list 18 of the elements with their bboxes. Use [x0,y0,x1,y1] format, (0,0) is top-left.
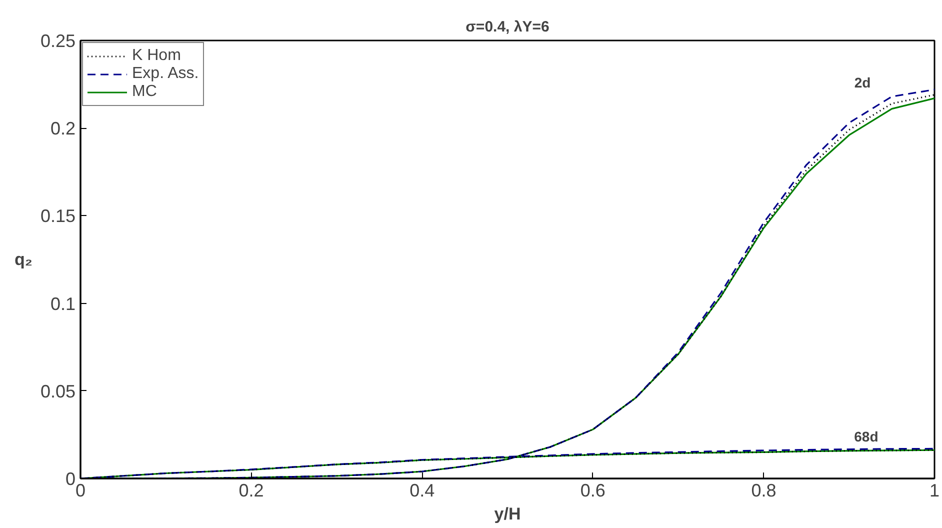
annotation: 68d [854,428,878,445]
x-tick-label: 0.6 [580,480,606,500]
y-tick-label: 0.1 [50,294,76,314]
y-tick-label: 0.25 [40,31,76,51]
annotation: 2d [854,74,871,90]
y-tick-label: 0.05 [40,381,76,402]
chart-title: σ=0.4, λY=6 [466,18,550,36]
y-axis-title: q₂ [14,250,32,269]
legend-label: Exp. Ass. [132,65,199,83]
legend-label: K Hom [132,47,181,65]
legend-label: MC [132,83,157,101]
x-tick-label: 0.8 [751,480,776,500]
x-tick-label: 0.4 [410,480,435,500]
y-tick-label: 0.2 [50,118,76,139]
x-tick-label: 0.2 [238,480,264,500]
x-axis-title: y/H [494,504,521,524]
y-tick-label: 0.15 [40,206,76,226]
x-tick-label: 1 [929,480,940,500]
